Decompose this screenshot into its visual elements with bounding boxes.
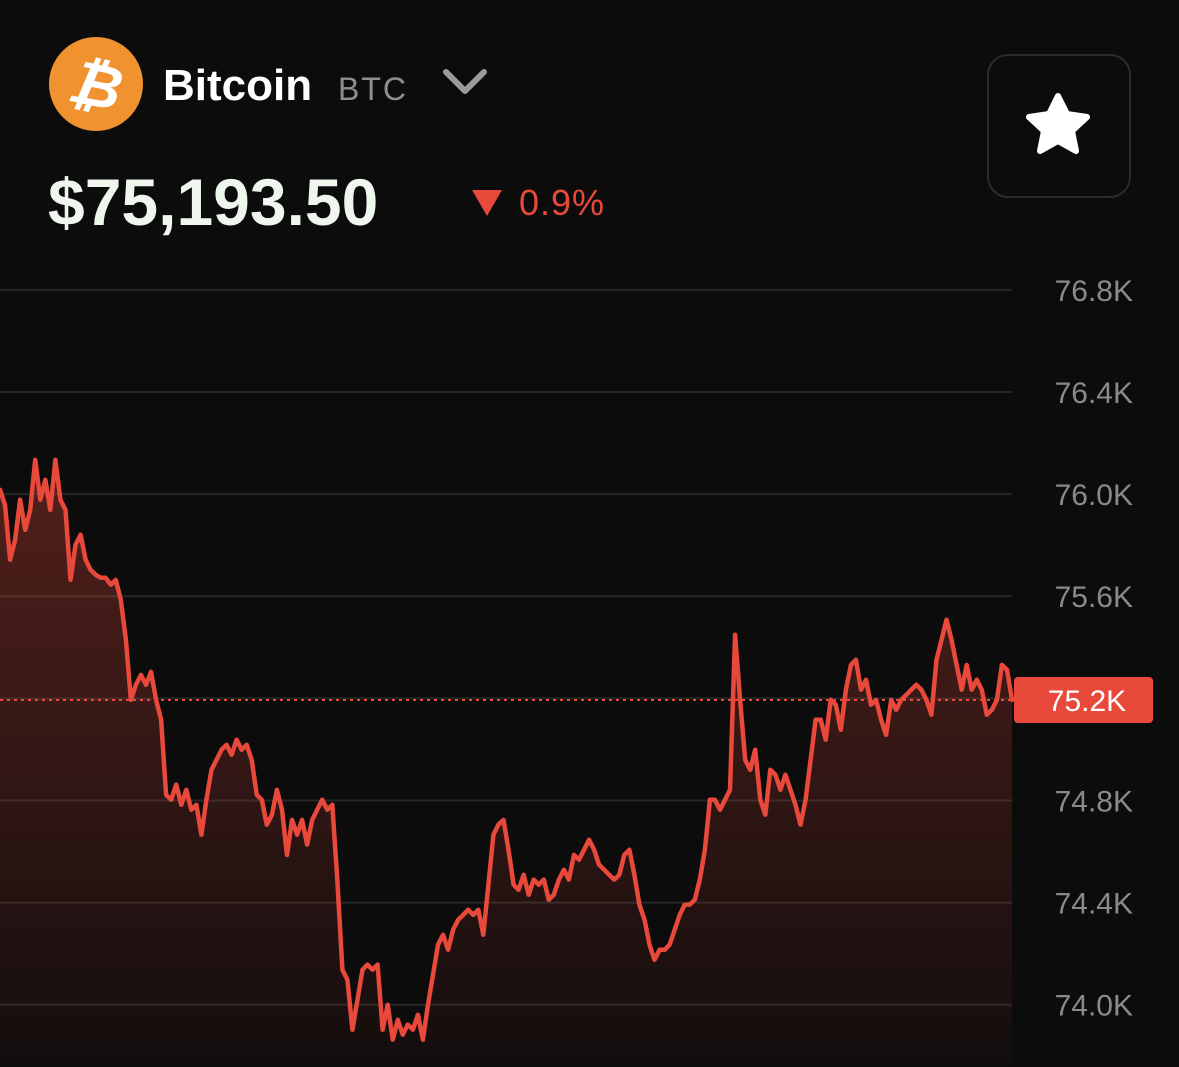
y-tick-label: 74.8K (1055, 785, 1133, 818)
area-fill (0, 459, 1012, 1066)
price-change: 0.9% (519, 182, 605, 223)
coin-name: Bitcoin (163, 61, 312, 110)
down-arrow (472, 190, 502, 216)
y-tick-label: 75.6K (1055, 581, 1133, 614)
dropdown-chevron[interactable] (443, 69, 487, 94)
chart: 74.0K 74.4K 74.8K 75.2K 75.6K 76.0K 76.4K 76.8K… (0, 275, 1153, 1066)
last-value-label: 75.2K (1048, 685, 1126, 718)
favorite-button[interactable] (987, 54, 1131, 198)
coin-logo: ₿ (49, 37, 143, 131)
y-tick-label: 76.8K (1055, 275, 1133, 308)
y-tick-label: 76.0K (1055, 479, 1133, 512)
y-tick-label: 76.4K (1055, 377, 1133, 410)
last-value-badge (1014, 677, 1153, 724)
y-tick-label: 74.0K (1055, 990, 1133, 1023)
price-line (0, 457, 1015, 1042)
coin-symbol: BTC (338, 71, 408, 107)
price: $75,193.50 (48, 165, 378, 239)
y-tick-label: 74.4K (1055, 888, 1133, 921)
